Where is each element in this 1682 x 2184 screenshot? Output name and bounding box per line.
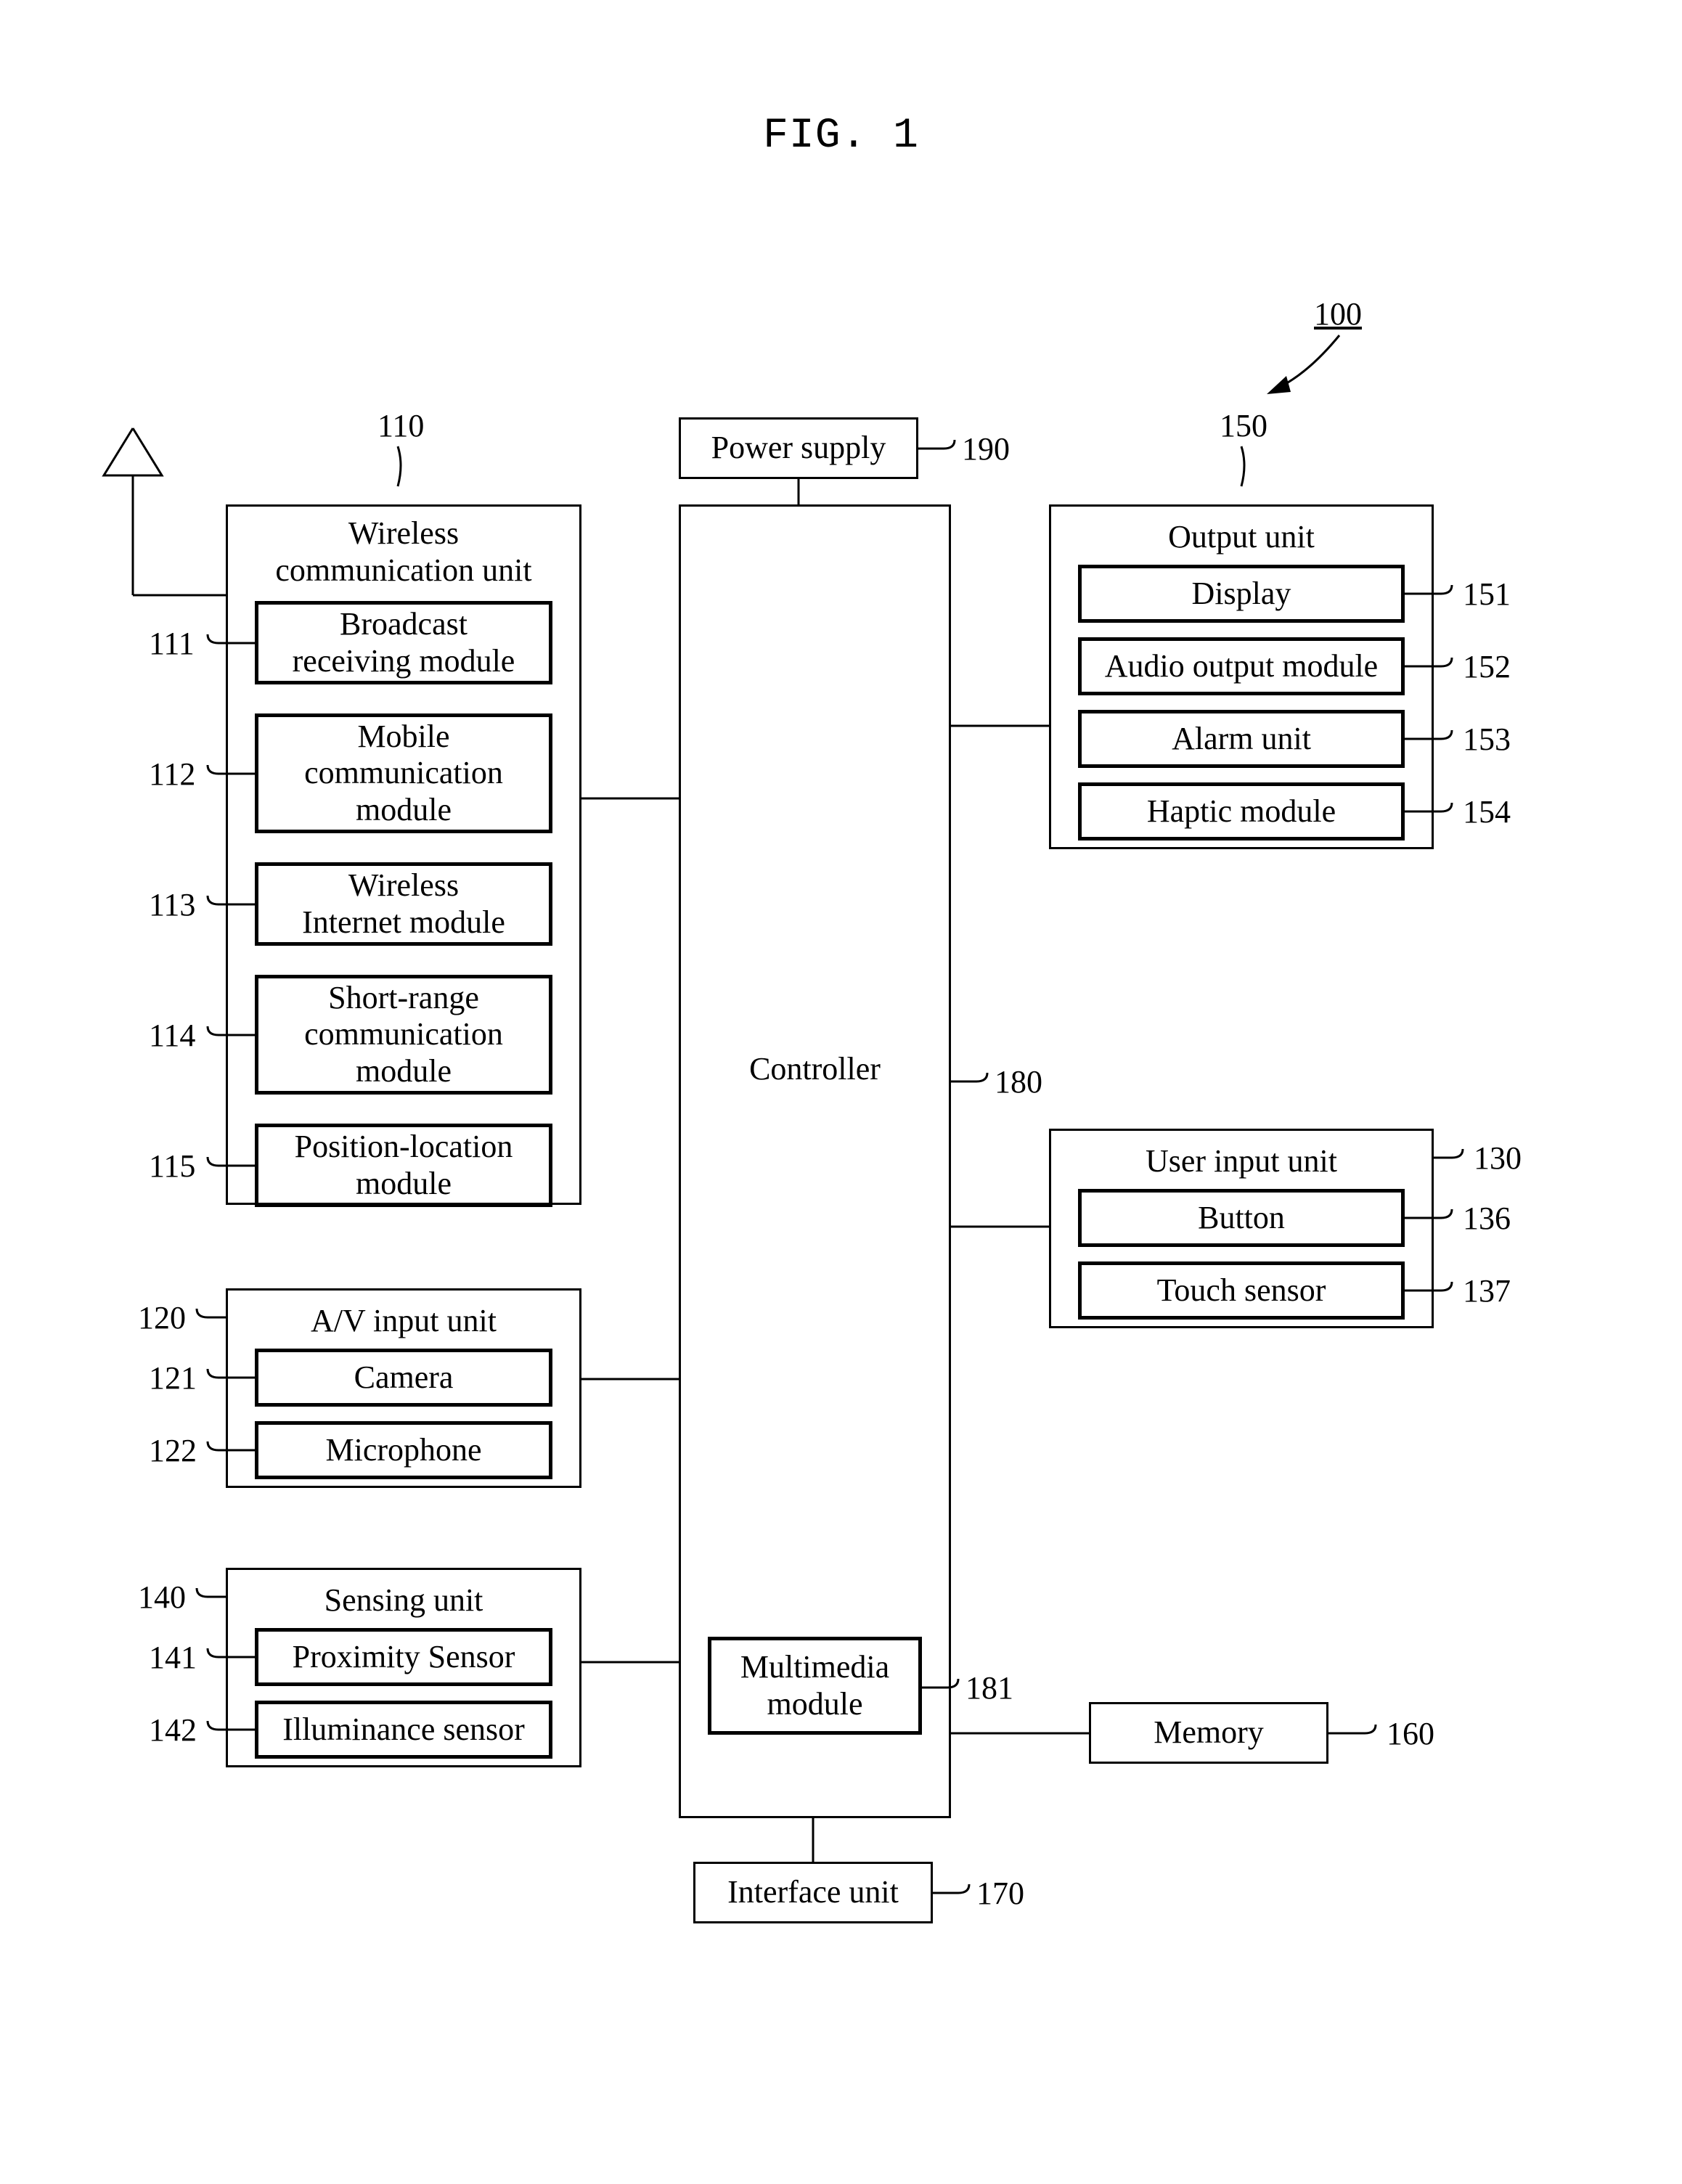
ref-113: 113 [149,887,195,924]
ref-153: 153 [1463,721,1511,758]
ref-190: 190 [962,431,1010,468]
power-supply-label: Power supply [711,430,886,467]
ref-151: 151 [1463,576,1511,613]
memory-label: Memory [1154,1714,1264,1751]
illuminance-label: Illuminance sensor [282,1711,525,1749]
alarm-label: Alarm unit [1172,721,1311,758]
ref-130: 130 [1474,1140,1522,1177]
wireless-unit-title: Wireless communication unit [226,515,581,589]
figure-title: FIG. 1 [0,113,1682,161]
multimedia-module-box: Multimedia module [708,1637,922,1735]
ref-122: 122 [149,1433,197,1470]
internet-module-label: Wireless Internet module [302,867,505,941]
shortrange-module-label: Short-range communication module [304,980,503,1090]
ref-140: 140 [138,1579,186,1616]
broadcast-module-box: Broadcast receiving module [255,601,552,684]
microphone-label: Microphone [325,1432,481,1469]
ref-181: 181 [965,1670,1013,1707]
ref-110: 110 [377,408,424,445]
memory-box: Memory [1089,1702,1328,1764]
touch-label: Touch sensor [1157,1272,1326,1309]
userinput-unit-title: User input unit [1049,1143,1434,1180]
microphone-box: Microphone [255,1421,552,1479]
ref-112: 112 [149,756,195,793]
ref-115: 115 [149,1148,195,1185]
illuminance-box: Illuminance sensor [255,1701,552,1759]
ref-121: 121 [149,1360,197,1397]
broadcast-module-label: Broadcast receiving module [293,606,515,679]
audio-label: Audio output module [1105,648,1378,685]
ref-152: 152 [1463,649,1511,686]
haptic-label: Haptic module [1147,793,1336,830]
display-label: Display [1192,576,1291,613]
mobile-module-label: Mobile communication module [304,719,503,829]
controller-box: Controller [679,504,951,1818]
av-unit-title: A/V input unit [226,1303,581,1340]
ref-137: 137 [1463,1273,1511,1310]
multimedia-module-label: Multimedia module [740,1649,889,1722]
interface-unit-label: Interface unit [727,1874,899,1911]
display-box: Display [1078,565,1405,623]
ref-160: 160 [1387,1716,1434,1753]
ref-150: 150 [1220,408,1267,445]
camera-box: Camera [255,1349,552,1407]
ref-170: 170 [976,1876,1024,1913]
internet-module-box: Wireless Internet module [255,862,552,946]
alarm-box: Alarm unit [1078,710,1405,768]
ref-141: 141 [149,1640,197,1677]
ref-114: 114 [149,1018,195,1055]
position-module-label: Position-location module [295,1129,513,1202]
ref-111: 111 [149,626,195,663]
power-supply-box: Power supply [679,417,918,479]
touch-box: Touch sensor [1078,1261,1405,1320]
shortrange-module-box: Short-range communication module [255,975,552,1095]
output-unit-title: Output unit [1049,519,1434,556]
audio-box: Audio output module [1078,637,1405,695]
button-box: Button [1078,1189,1405,1247]
ref-142: 142 [149,1712,197,1749]
mobile-module-box: Mobile communication module [255,713,552,833]
button-label: Button [1198,1200,1285,1237]
controller-label: Controller [749,1051,881,1088]
sensing-unit-title: Sensing unit [226,1582,581,1619]
camera-label: Camera [354,1359,454,1396]
ref-154: 154 [1463,794,1511,831]
ref-100: 100 [1314,296,1362,333]
position-module-box: Position-location module [255,1124,552,1207]
ref-180: 180 [995,1064,1042,1101]
ref-120: 120 [138,1300,186,1337]
ref-136: 136 [1463,1201,1511,1238]
figure-canvas: FIG. 1 100 Controller Multimedia module … [0,0,1682,2184]
proximity-label: Proximity Sensor [293,1639,515,1676]
interface-unit-box: Interface unit [693,1862,933,1923]
proximity-box: Proximity Sensor [255,1628,552,1686]
haptic-box: Haptic module [1078,782,1405,841]
